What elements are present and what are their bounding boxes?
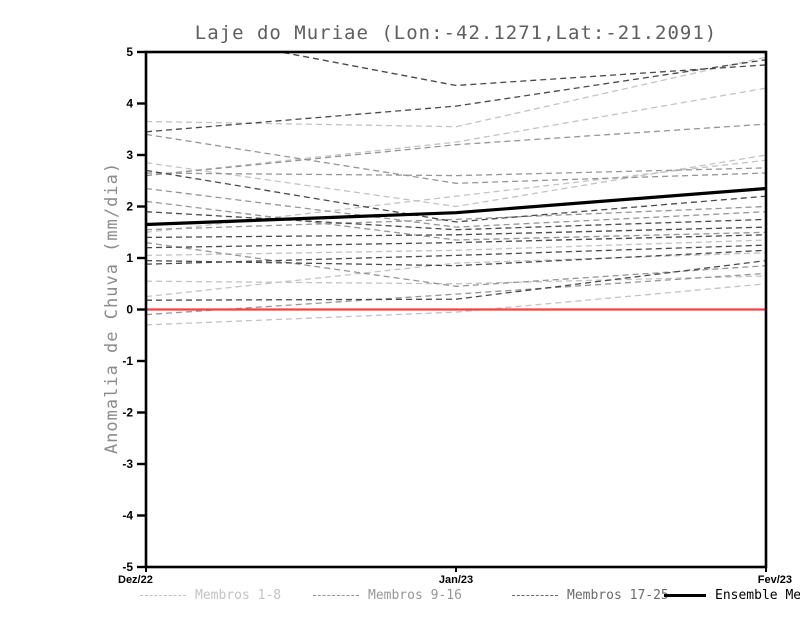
member-line <box>146 87 766 177</box>
y-tick-label: -2 <box>122 406 133 420</box>
chart-title: Laje do Muriae (Lon:-42.1271,Lat:-21.209… <box>194 22 718 44</box>
legend-label: Membros 9-16 <box>368 587 462 603</box>
y-tick-label: -1 <box>122 354 133 368</box>
y-tick-label: 0 <box>126 303 133 317</box>
member-line <box>146 226 766 239</box>
member-line <box>146 239 766 257</box>
member-line <box>146 244 766 265</box>
member-line <box>146 272 766 316</box>
legend-item-1: Membros 1-8 <box>140 587 282 603</box>
y-tick-label: -5 <box>122 560 133 574</box>
y-tick-label: -4 <box>122 509 133 523</box>
member-line <box>146 211 766 231</box>
member-line <box>146 252 766 298</box>
member-line <box>146 241 766 287</box>
y-tick-label: 5 <box>126 45 133 59</box>
y-tick-label: 1 <box>126 251 133 265</box>
y-tick-label: 2 <box>126 200 133 214</box>
member-line <box>146 167 766 177</box>
legend-item-4: Ensemble Mean <box>664 587 800 603</box>
legend-label: Membros 17-25 <box>567 587 669 603</box>
member-line <box>146 205 766 231</box>
member-line <box>146 187 766 228</box>
x-tick-label: Dez/22 <box>118 574 153 586</box>
member-line <box>277 52 766 87</box>
member-line <box>146 283 766 326</box>
dashed-line-swatch <box>313 594 359 596</box>
x-tick-label: Jan/23 <box>439 574 473 586</box>
y-tick-label: 3 <box>126 148 133 162</box>
x-axis-ticks: Dez/22 Jan/23 Fev/23 <box>118 567 792 586</box>
member-line <box>146 234 766 249</box>
member-line <box>146 259 766 301</box>
member-line <box>146 133 766 184</box>
member-line <box>146 200 766 241</box>
member-line <box>146 56 766 128</box>
solid-line-swatch <box>664 593 706 597</box>
dashed-line-swatch <box>140 594 186 596</box>
member-group-1 <box>146 56 766 326</box>
y-tick-label: -3 <box>122 457 133 471</box>
member-line <box>146 123 766 177</box>
legend-label: Membros 1-8 <box>195 587 282 603</box>
y-axis-ticks: 5 4 3 2 1 0 -1 -2 -3 -4 -5 <box>122 45 146 574</box>
member-line <box>146 169 766 223</box>
ensemble-mean-line <box>146 186 766 227</box>
legend: Membros 1-8 Membros 9-16 Membros 17-25 Ense… <box>0 588 800 606</box>
member-group-2 <box>146 123 766 316</box>
legend-item-3: Membros 17-25 <box>512 587 669 603</box>
member-lines-group <box>146 52 766 326</box>
member-line <box>146 275 766 285</box>
member-line <box>146 249 766 267</box>
dashed-line-swatch <box>512 594 558 596</box>
member-line <box>146 59 766 133</box>
legend-label: Ensemble Mean <box>715 587 800 603</box>
y-tick-label: 4 <box>126 97 133 111</box>
x-tick-label: Fev/23 <box>758 574 792 586</box>
member-line <box>146 154 766 208</box>
member-group-3 <box>146 52 766 301</box>
legend-item-2: Membros 9-16 <box>313 587 462 603</box>
